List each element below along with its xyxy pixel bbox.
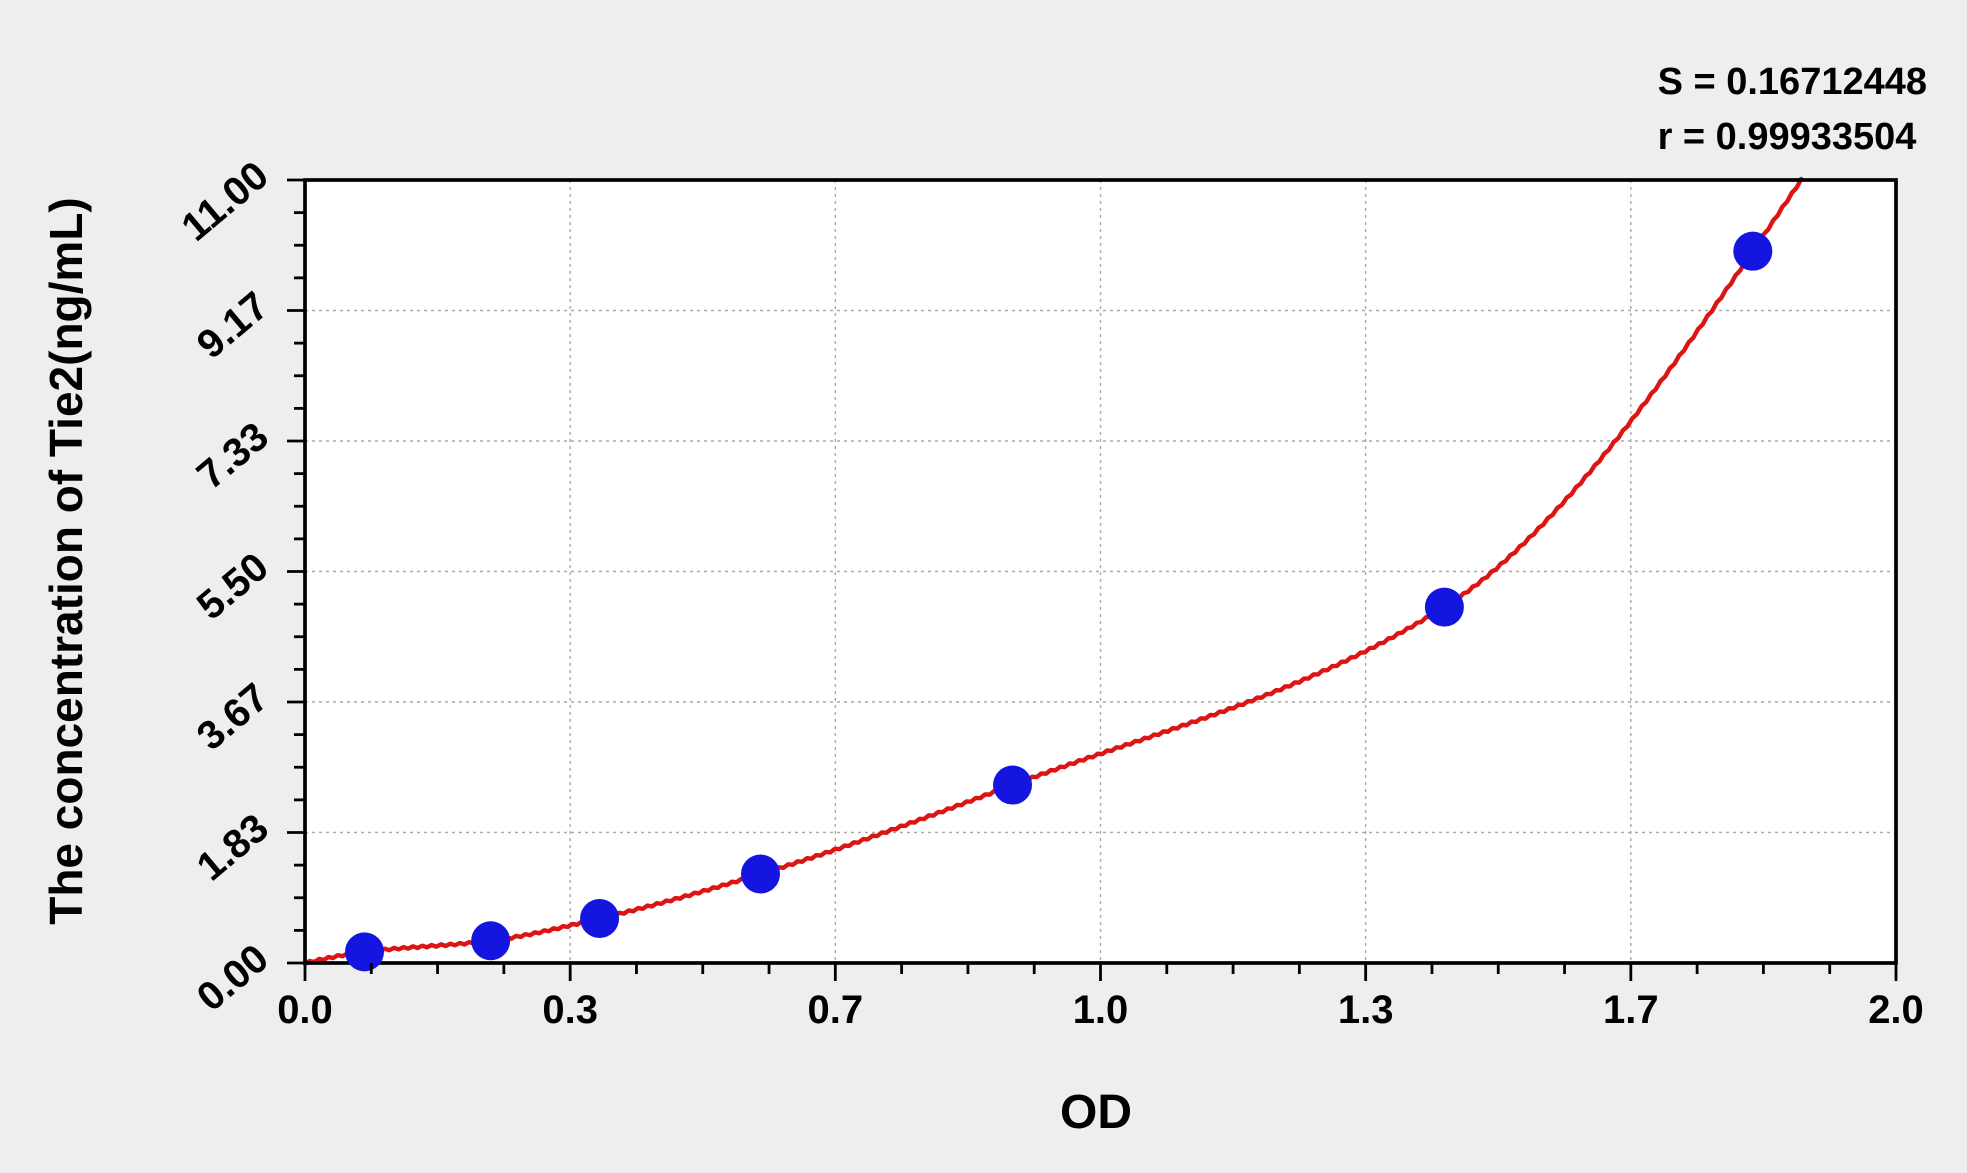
svg-text:0.3: 0.3 bbox=[542, 988, 598, 1032]
svg-text:1.3: 1.3 bbox=[1338, 988, 1394, 1032]
svg-text:0.0: 0.0 bbox=[277, 988, 333, 1032]
svg-text:0.7: 0.7 bbox=[808, 988, 864, 1032]
svg-text:1.7: 1.7 bbox=[1603, 988, 1659, 1032]
svg-text:2.0: 2.0 bbox=[1868, 988, 1924, 1032]
svg-text:1.0: 1.0 bbox=[1073, 988, 1129, 1032]
